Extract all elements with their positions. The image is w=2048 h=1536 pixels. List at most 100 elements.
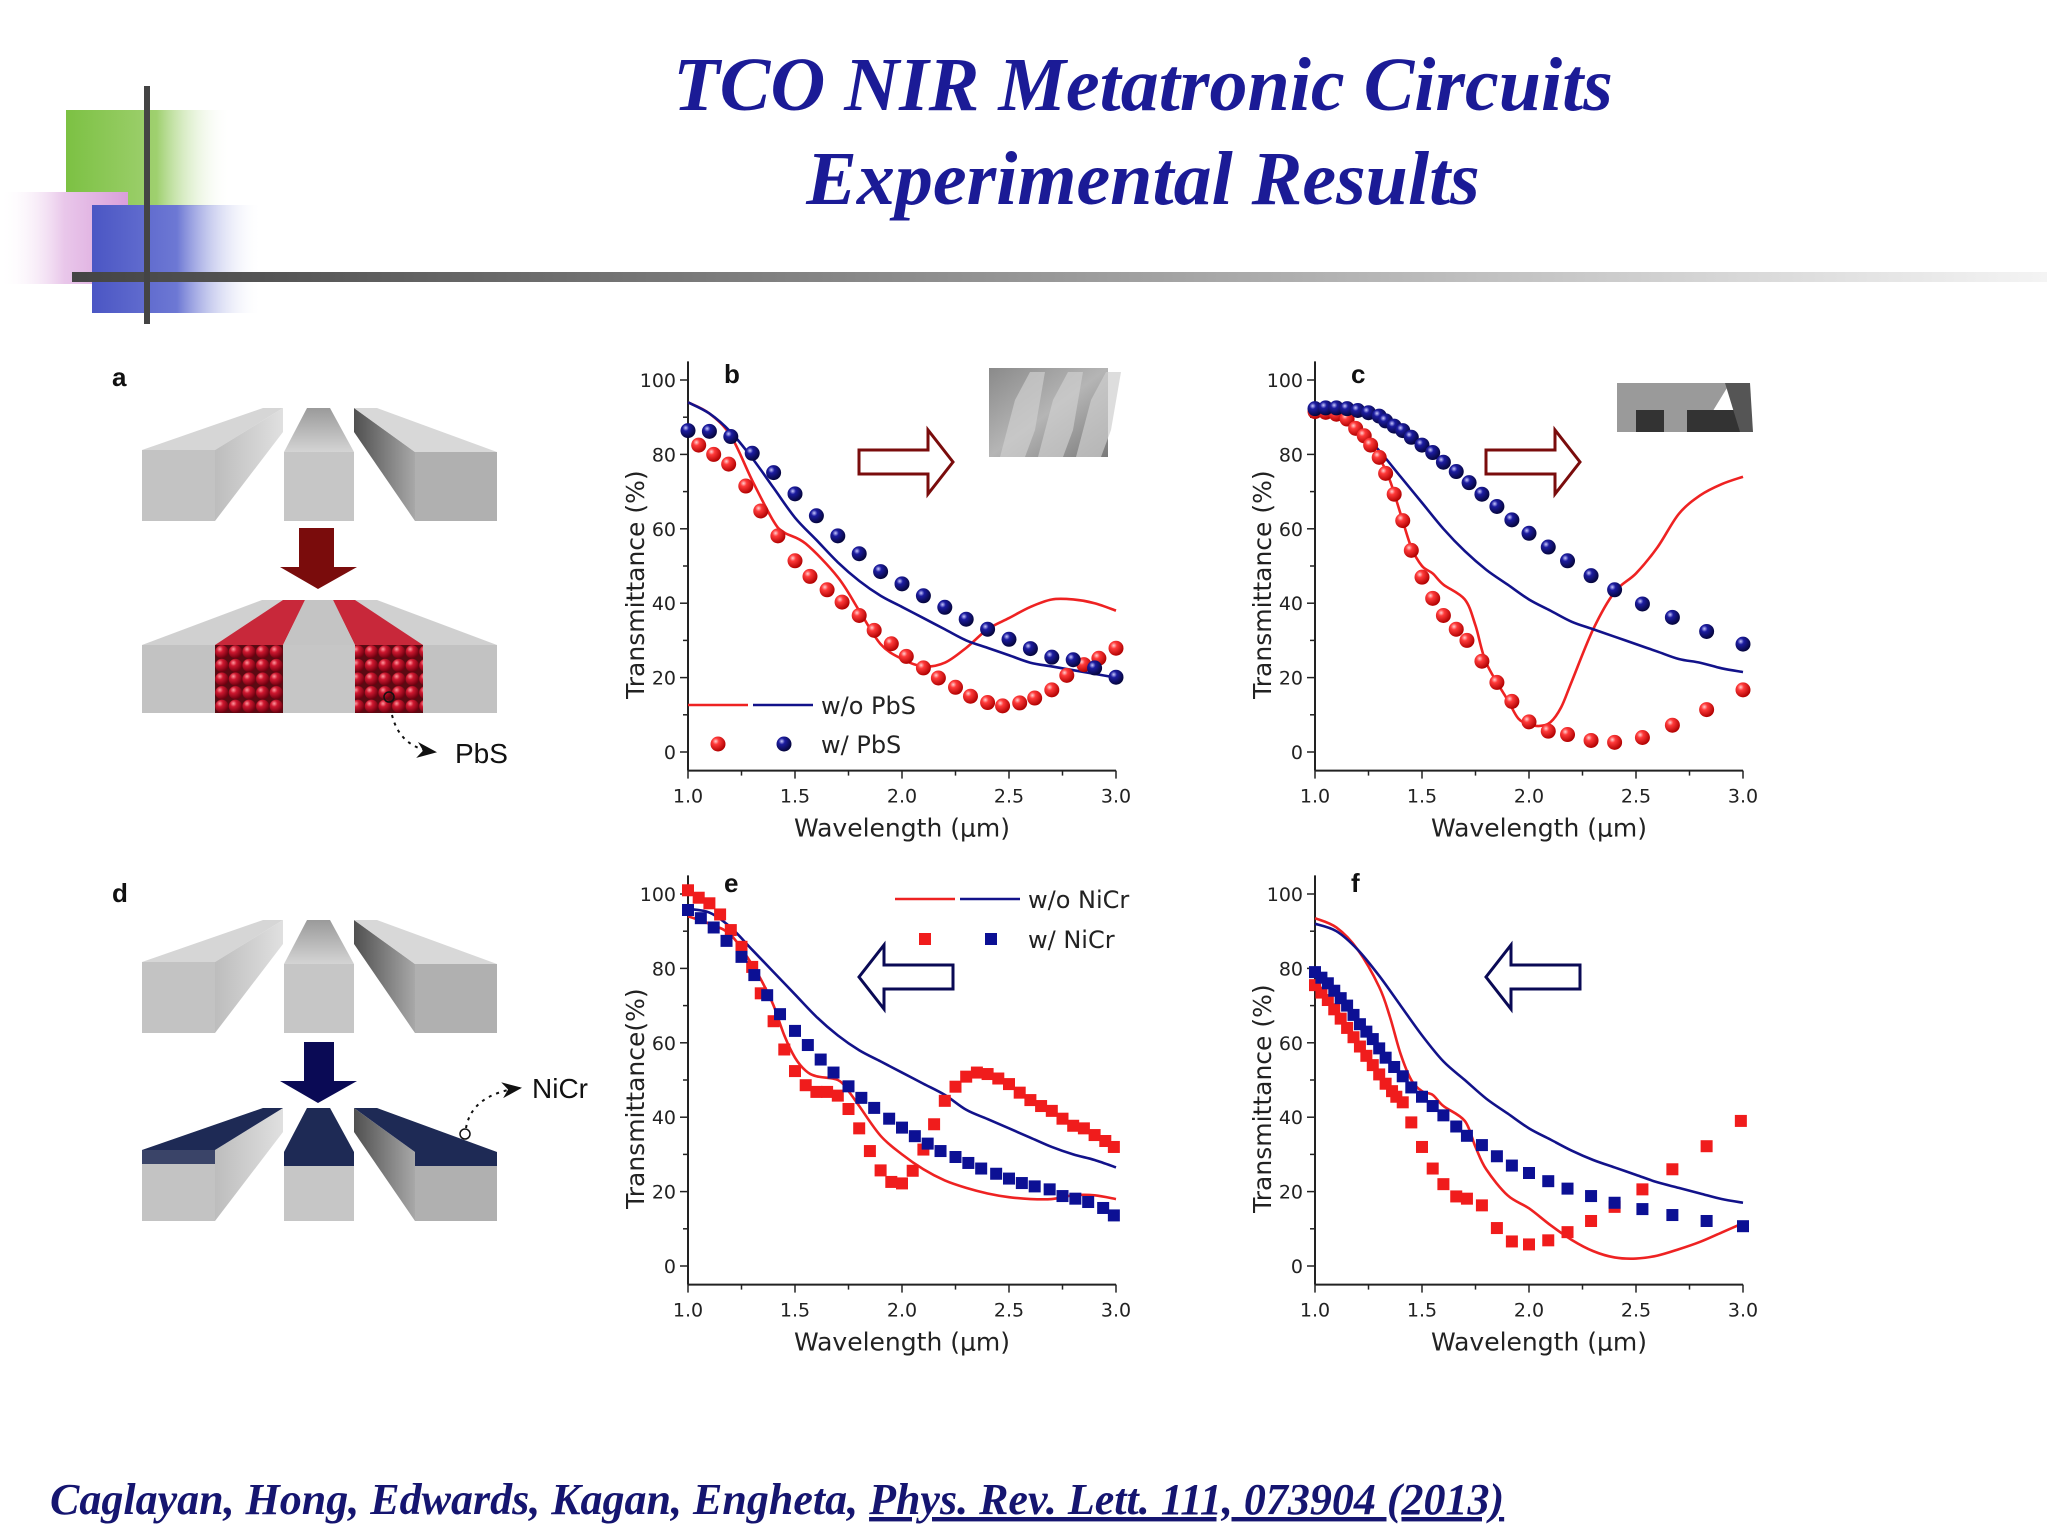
- data-point: [1366, 1059, 1379, 1072]
- data-point: [1542, 1175, 1555, 1188]
- y-tick-label: 20: [652, 1182, 676, 1204]
- data-point: [1088, 1129, 1101, 1142]
- data-point: [855, 1091, 868, 1104]
- data-point: [1634, 596, 1650, 612]
- data-point: [1366, 1033, 1379, 1046]
- x-tick-label: 2.0: [887, 786, 917, 808]
- nanorods-with-pbs: [142, 600, 497, 713]
- panel-label-f: f: [1351, 868, 1360, 898]
- data-point: [980, 621, 996, 637]
- data-point: [928, 1118, 941, 1131]
- data-point: [1371, 449, 1387, 465]
- pbs-pointer: [391, 714, 437, 758]
- data-point: [1505, 1235, 1518, 1248]
- data-point: [1059, 667, 1075, 683]
- data-point: [937, 599, 953, 615]
- data-point: [896, 1177, 908, 1190]
- data-point: [898, 648, 914, 664]
- chart-f: 0 20 40 60 80 100 1.0 1.5 2.0 2.5 3.0 Wavelength (μ…: [1248, 868, 1758, 1357]
- data-point: [1108, 640, 1124, 656]
- data-point: [842, 1103, 855, 1116]
- data-point: [1607, 582, 1623, 598]
- data-point: [1435, 454, 1451, 470]
- y-tick-label: 60: [1279, 519, 1303, 541]
- data-point: [896, 1121, 908, 1134]
- data-point: [1523, 1167, 1535, 1179]
- data-point: [975, 1162, 988, 1175]
- data-point: [938, 1094, 951, 1107]
- data-point: [1489, 674, 1505, 690]
- data-point: [1416, 1090, 1428, 1103]
- data-point: [949, 1080, 962, 1093]
- data-point: [1414, 569, 1430, 585]
- series-markers-red: [1309, 979, 1747, 1251]
- data-point: [766, 465, 782, 481]
- data-point: [1699, 702, 1715, 718]
- data-point: [1460, 1129, 1473, 1142]
- data-point: [1067, 1119, 1080, 1132]
- data-point: [1328, 400, 1344, 416]
- data-point: [866, 622, 882, 638]
- data-point: [1108, 669, 1124, 685]
- data-point: [1636, 1183, 1649, 1196]
- data-point: [1396, 1096, 1409, 1109]
- data-point: [1077, 1122, 1090, 1135]
- data-point: [799, 1079, 812, 1092]
- data-point: [1666, 1209, 1679, 1222]
- data-point: [1735, 636, 1751, 652]
- x-tick-label: 1.0: [1300, 786, 1330, 808]
- legend-marker-blue: [776, 736, 792, 752]
- data-point: [1405, 1081, 1418, 1094]
- data-point: [1475, 1139, 1488, 1152]
- data-point: [1378, 465, 1394, 481]
- data-point: [1022, 641, 1038, 657]
- data-point: [787, 553, 803, 569]
- data-point: [1450, 1190, 1463, 1203]
- series-markers-blue: [1307, 400, 1751, 652]
- y-tick-label: 0: [664, 742, 676, 764]
- data-point: [1373, 1042, 1386, 1055]
- data-point: [1490, 1222, 1503, 1235]
- data-point: [721, 456, 737, 472]
- data-point: [789, 1065, 801, 1078]
- data-point: [948, 679, 963, 695]
- series-markers-blue: [680, 423, 1124, 685]
- data-point: [703, 897, 716, 910]
- data-point: [1416, 1140, 1428, 1153]
- nanorod-inset-image: [1617, 383, 1753, 432]
- y-tick-label: 100: [1267, 370, 1303, 392]
- data-point: [1334, 1012, 1347, 1025]
- x-tick-label: 3.0: [1101, 786, 1131, 808]
- y-tick-label: 100: [640, 370, 676, 392]
- data-point: [1735, 682, 1751, 698]
- deco-horizontal-rule: [72, 272, 2047, 282]
- down-arrow-pbs: [280, 528, 357, 589]
- y-tick-label: 20: [1279, 1182, 1303, 1204]
- data-point: [962, 1156, 975, 1169]
- x-axis-label: Wavelength (μm): [794, 1328, 1010, 1357]
- data-point: [1013, 1086, 1026, 1099]
- data-point: [1583, 568, 1599, 584]
- x-tick-label: 2.0: [1514, 1300, 1544, 1322]
- data-point: [1353, 1018, 1366, 1031]
- data-point: [1504, 693, 1520, 709]
- y-tick-label: 40: [652, 593, 676, 615]
- citation-link[interactable]: Phys. Rev. Lett. 111, 073904 (2013): [868, 1475, 1504, 1524]
- data-point: [707, 921, 720, 934]
- data-point: [761, 989, 774, 1002]
- data-point: [1490, 1150, 1503, 1163]
- data-point: [1360, 1049, 1373, 1062]
- series-line-blue: [687, 907, 1117, 1169]
- data-point: [915, 588, 931, 604]
- data-point: [930, 670, 946, 686]
- data-point: [995, 698, 1011, 714]
- data-point: [1561, 1182, 1574, 1195]
- data-point: [834, 594, 850, 610]
- data-point: [1700, 1214, 1713, 1227]
- chart-c: 0 20 40 60 80 100 1.0 1.5 2.0 2.5 3.0 Wavelength (μ…: [1248, 359, 1758, 843]
- data-point: [906, 1164, 919, 1177]
- data-point: [1448, 464, 1464, 480]
- data-point: [1396, 1070, 1409, 1083]
- nanorods-bare: [142, 920, 497, 1033]
- legend: w/o PbS w/ PbS: [688, 692, 916, 759]
